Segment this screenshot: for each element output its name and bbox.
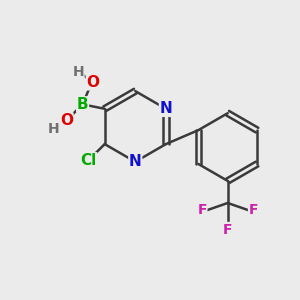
Text: O: O bbox=[86, 75, 99, 90]
Text: H: H bbox=[72, 65, 84, 79]
Text: N: N bbox=[129, 154, 142, 169]
Text: H: H bbox=[47, 122, 59, 136]
Text: F: F bbox=[223, 223, 232, 236]
Text: O: O bbox=[60, 113, 73, 128]
Text: N: N bbox=[160, 101, 172, 116]
Text: F: F bbox=[197, 203, 207, 218]
Text: F: F bbox=[249, 203, 258, 218]
Text: B: B bbox=[77, 97, 88, 112]
Text: Cl: Cl bbox=[80, 153, 97, 168]
